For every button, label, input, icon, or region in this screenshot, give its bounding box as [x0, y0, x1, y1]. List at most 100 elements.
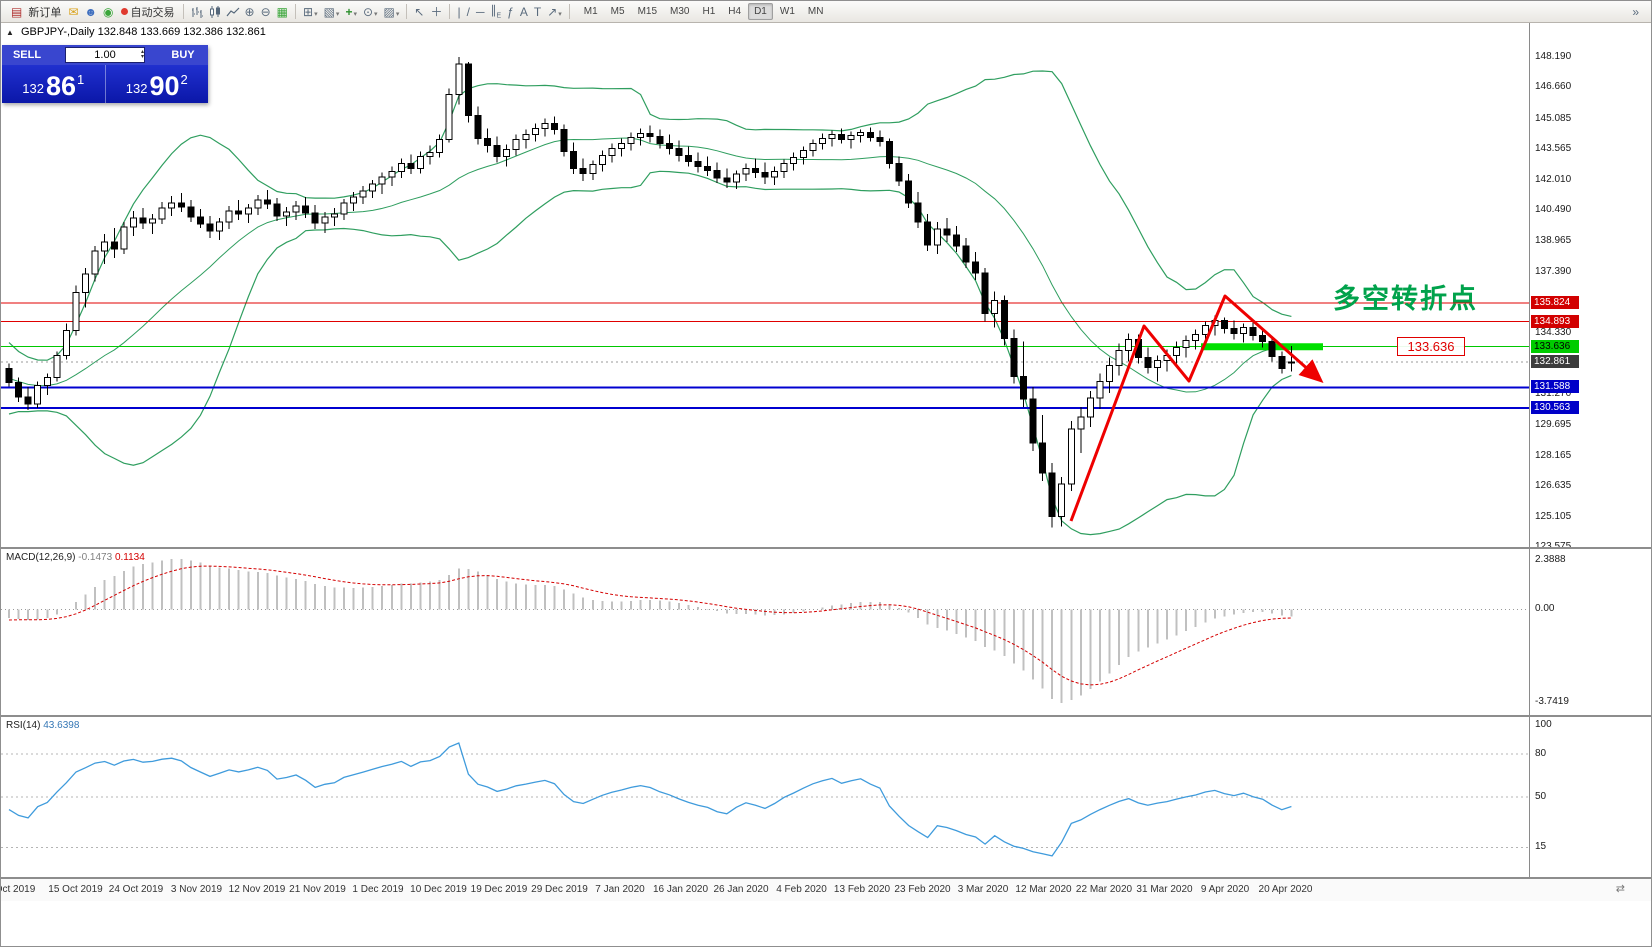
- candle-body: [91, 250, 99, 275]
- new-order-button[interactable]: ▤ 新订单: [4, 3, 65, 21]
- mail-icon[interactable]: ✉: [68, 4, 79, 19]
- sell-price-main: 86: [45, 71, 76, 101]
- candle-body: [388, 170, 396, 178]
- user-profile-icon[interactable]: ☻: [84, 4, 98, 19]
- candle-body: [656, 135, 664, 144]
- one-click-collapse-icon[interactable]: ▲: [6, 28, 14, 37]
- macd-panel: 2.3888 0.00 -3.7419 MACD(12,26,9) -0.1473 …: [1, 549, 1651, 717]
- time-axis[interactable]: Oct 2019 15 Oct 2019 24 Oct 2019 3 Nov 2019…: [1, 879, 1651, 901]
- line-chart-icon[interactable]: [226, 5, 240, 19]
- spin-up-icon[interactable]: ▴: [140, 49, 144, 55]
- label-tool-icon[interactable]: T: [533, 4, 542, 19]
- sell-button[interactable]: SELL: [12, 49, 42, 61]
- toolbar-overflow-icon[interactable]: »: [1632, 4, 1639, 19]
- chart-annotation-text[interactable]: 多空转折点: [1333, 284, 1478, 314]
- quick-nav-icon[interactable]: ⇄: [1615, 883, 1625, 895]
- horizontal-line-tool-icon[interactable]: ─: [475, 4, 485, 19]
- timeframe-button-m1[interactable]: M1: [583, 6, 598, 17]
- rsi-name: RSI(14): [6, 720, 41, 731]
- volume-spinner[interactable]: ▴ ▾: [140, 49, 144, 60]
- tile-windows-icon[interactable]: ▦: [276, 4, 288, 19]
- price-tick-label: 128.165: [1535, 449, 1572, 461]
- symbol-header: ▲ GBPJPY-,Daily 132.848 133.669 132.386 …: [6, 26, 266, 38]
- buy-button[interactable]: BUY: [171, 49, 195, 61]
- timeframe-group: M1 M5 M15 M30 H1 H4 D1 W1 MN: [578, 3, 830, 20]
- autotrading-button[interactable]: 自动交易: [117, 3, 179, 21]
- macd-signal-line: [8, 565, 1292, 686]
- price-label-box[interactable]: 133.636: [1397, 337, 1465, 356]
- sell-price[interactable]: 132 86 1: [2, 65, 106, 103]
- candle-body: [34, 384, 42, 405]
- candle-body: [751, 167, 759, 173]
- macd-canvas[interactable]: [1, 549, 1529, 717]
- candle-body: [474, 115, 482, 139]
- new-chart-icon[interactable]: ⊞▾: [303, 4, 318, 19]
- candle-body: [464, 63, 472, 117]
- bollinger-upper-band: [8, 70, 1292, 361]
- candle-body: [263, 199, 271, 205]
- volume-input[interactable]: [65, 47, 145, 63]
- candle-body: [589, 163, 597, 174]
- timeframe-button-m5[interactable]: M5: [610, 6, 625, 17]
- profiles-icon[interactable]: ▧▾: [323, 4, 340, 19]
- trendline-tool-icon[interactable]: /: [466, 4, 470, 19]
- rsi-axis-label: 100: [1535, 719, 1552, 730]
- timeframe-button-w1[interactable]: W1: [779, 6, 795, 17]
- text-tool-icon[interactable]: A: [519, 4, 528, 19]
- timeframe-button-m30[interactable]: M30: [670, 6, 690, 17]
- candle-body: [780, 162, 788, 172]
- candle-body: [350, 196, 358, 204]
- spin-down-icon[interactable]: ▾: [140, 54, 144, 60]
- candle-body: [847, 134, 855, 140]
- zoom-out-icon[interactable]: ⊖: [260, 4, 271, 19]
- timeframe-button-m15[interactable]: M15: [637, 6, 658, 17]
- market-watch-icon[interactable]: ◉: [103, 4, 114, 19]
- price-level-tag: 134.893: [1531, 314, 1579, 328]
- zoom-in-icon[interactable]: ⊕: [244, 4, 255, 19]
- candle-body: [627, 136, 635, 144]
- candle-body: [206, 223, 214, 232]
- price-level-tag: 131.588: [1531, 380, 1579, 394]
- candle-body: [426, 151, 434, 157]
- crosshair-icon[interactable]: ＋: [430, 4, 443, 19]
- vertical-line-tool-icon[interactable]: |: [457, 4, 461, 19]
- date-tick-label: 4 Feb 2020: [776, 884, 827, 895]
- bars-chart-icon[interactable]: [190, 5, 204, 19]
- candlestick-chart-icon[interactable]: [208, 5, 222, 19]
- candle-body: [436, 138, 444, 153]
- candle-body: [857, 131, 865, 136]
- templates-icon[interactable]: ▨▾: [383, 4, 400, 19]
- timeframe-button-mn[interactable]: MN: [807, 6, 824, 17]
- date-tick-label: 7 Jan 2020: [595, 884, 645, 895]
- candle-body: [1029, 398, 1037, 444]
- price-chart-canvas[interactable]: [1, 23, 1529, 549]
- candle-body: [1249, 327, 1257, 336]
- macd-value-main: -0.1473: [78, 552, 113, 563]
- fibonacci-tool-icon[interactable]: ƒ: [507, 4, 514, 19]
- date-tick-label: 3 Nov 2019: [170, 884, 223, 895]
- date-tick-label: 22 Mar 2020: [1075, 884, 1133, 895]
- panel-separator[interactable]: [1, 715, 1651, 717]
- indicators-icon[interactable]: +▾: [345, 4, 357, 19]
- buy-price[interactable]: 132 90 2: [106, 65, 209, 103]
- rsi-canvas[interactable]: [1, 717, 1529, 879]
- date-tick-label: 15 Oct 2019: [48, 884, 103, 895]
- price-tick-label: 142.010: [1535, 174, 1572, 186]
- candle-body: [1039, 442, 1047, 474]
- channel-tool-icon[interactable]: ∥E: [490, 2, 502, 20]
- timeframe-button-d1[interactable]: D1: [748, 3, 773, 20]
- periods-icon[interactable]: ⊙▾: [362, 4, 378, 19]
- panel-separator[interactable]: [1, 547, 1651, 549]
- panel-separator[interactable]: [1, 877, 1651, 879]
- arrows-tool-icon[interactable]: ↗▾: [547, 4, 562, 19]
- candle-body: [866, 131, 874, 138]
- timeframe-button-h1[interactable]: H1: [702, 6, 716, 17]
- volume-control: ▴▾: [52, 47, 158, 63]
- candle-body: [570, 150, 578, 169]
- price-axis[interactable]: 148.190 146.660 145.085 143.565 142.010 140.4…: [1529, 23, 1651, 552]
- new-order-label: 新订单: [28, 6, 62, 19]
- main-chart-panel: 148.190 146.660 145.085 143.565 142.010 140.4…: [1, 23, 1651, 552]
- timeframe-button-h4[interactable]: H4: [728, 6, 742, 17]
- candle-body: [15, 381, 23, 398]
- cursor-icon[interactable]: ↖: [414, 4, 425, 19]
